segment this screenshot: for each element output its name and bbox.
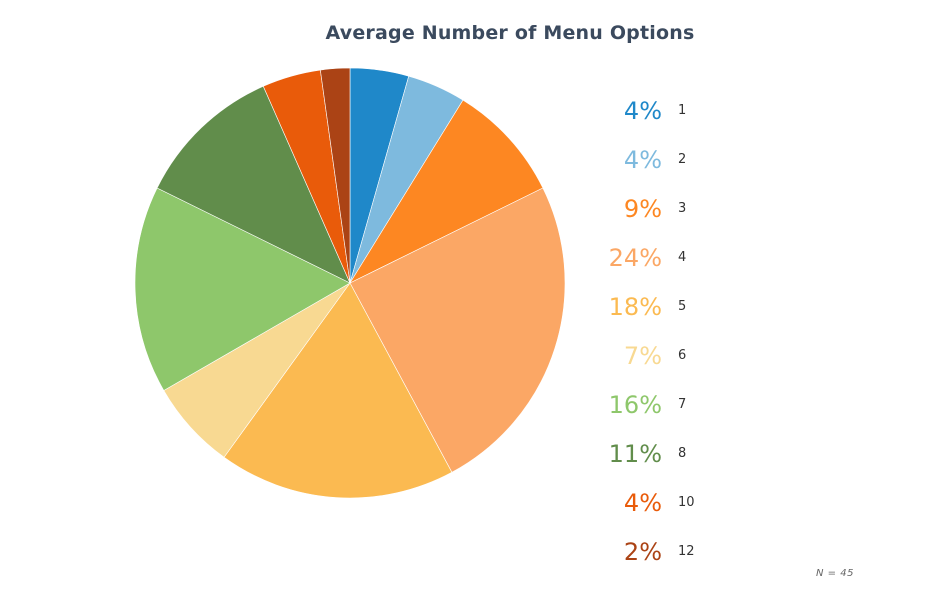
legend-item-1: 4% 1 (585, 86, 725, 135)
legend: 4% 1 4% 2 9% 3 24% 4 18% 5 7% 6 16% 7 11% 8 4% 10 2% 12 (585, 86, 725, 576)
pie-slice-5[interactable] (223, 282, 453, 499)
legend-label: 4 (678, 250, 687, 265)
pie-slice-7[interactable] (134, 187, 351, 391)
legend-item-7: 16% 7 (585, 380, 725, 429)
pie-slice-4[interactable] (349, 187, 566, 473)
legend-percent: 24% (608, 243, 662, 272)
legend-percent: 4% (623, 96, 662, 125)
legend-item-3: 9% 3 (585, 184, 725, 233)
legend-item-8: 11% 8 (585, 429, 725, 478)
pie-slice-8[interactable] (156, 85, 351, 284)
legend-label: 7 (678, 397, 687, 412)
legend-percent: 7% (623, 341, 662, 370)
legend-label: 8 (678, 446, 687, 461)
pie-slice-12[interactable] (320, 67, 351, 284)
legend-label: 1 (678, 103, 687, 118)
legend-label: 10 (678, 495, 695, 510)
pie-slice-3[interactable] (349, 99, 544, 284)
legend-item-4: 24% 4 (585, 233, 725, 282)
legend-label: 12 (678, 544, 695, 559)
legend-label: 6 (678, 348, 687, 363)
legend-item-2: 4% 2 (585, 135, 725, 184)
legend-percent: 16% (608, 390, 662, 419)
legend-percent: 2% (623, 537, 662, 566)
legend-percent: 18% (608, 292, 662, 321)
chart-title: Average Number of Menu Options (325, 22, 695, 44)
legend-label: 3 (678, 201, 687, 216)
legend-item-6: 7% 6 (585, 331, 725, 380)
legend-percent: 4% (623, 488, 662, 517)
legend-label: 2 (678, 152, 687, 167)
legend-item-5: 18% 5 (585, 282, 725, 331)
legend-label: 5 (678, 299, 687, 314)
sample-size-note: N = 45 (816, 568, 854, 579)
legend-percent: 9% (623, 194, 662, 223)
legend-item-10: 4% 10 (585, 478, 725, 527)
legend-percent: 4% (623, 145, 662, 174)
legend-item-12: 2% 12 (585, 527, 725, 576)
legend-percent: 11% (608, 439, 662, 468)
